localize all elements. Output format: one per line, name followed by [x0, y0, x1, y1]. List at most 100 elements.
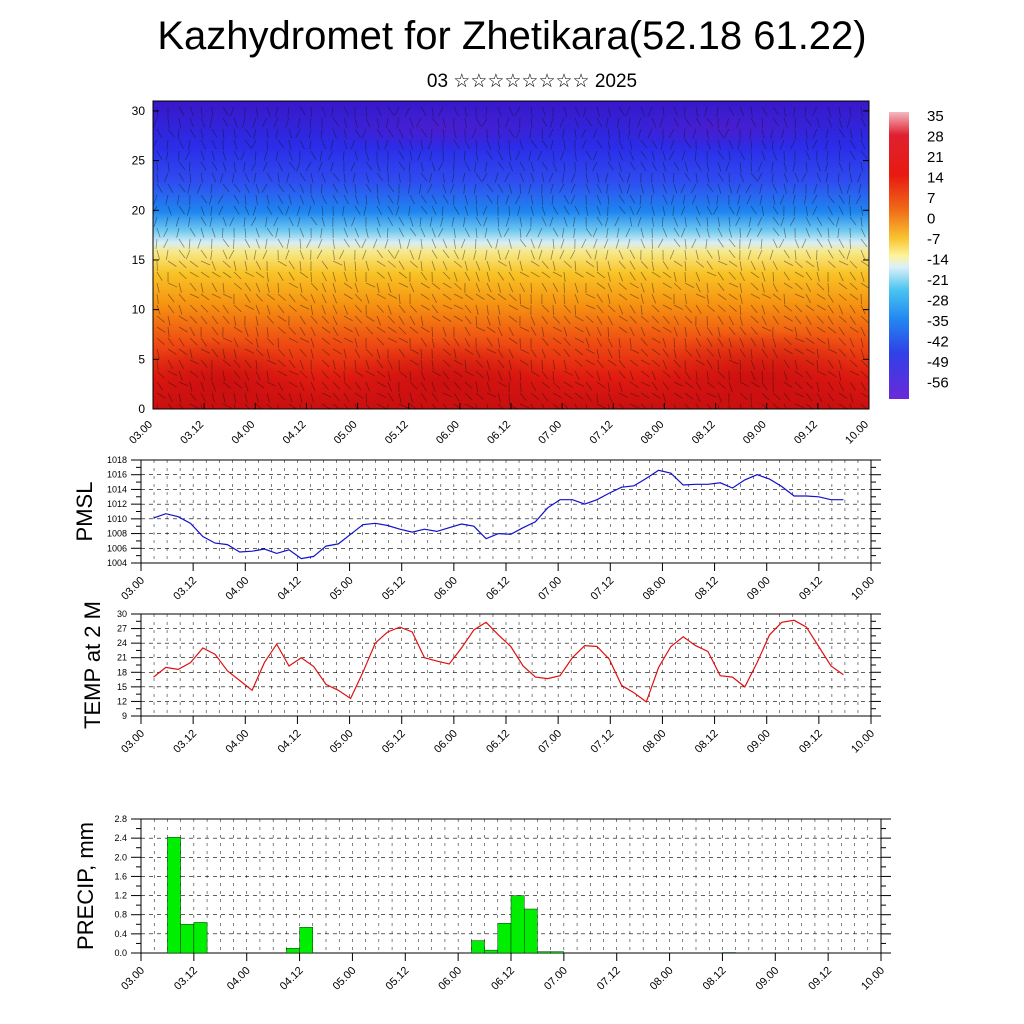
wind-barb: [684, 304, 692, 313]
colorbar-label: -21: [927, 272, 949, 289]
wind-barb: [288, 304, 297, 312]
wind-barb: [827, 249, 834, 259]
wind-barb: [541, 128, 544, 140]
wind-barb: [603, 238, 609, 249]
wind-barb: [618, 106, 625, 116]
wind-barb: [305, 161, 312, 171]
wind-barb: [618, 359, 626, 369]
wind-barb: [838, 337, 846, 346]
wind-barb: [178, 249, 186, 259]
wind-barb: [376, 293, 386, 300]
wind-barb: [222, 183, 230, 193]
wind-barb: [761, 139, 767, 150]
wind-barb: [250, 216, 257, 227]
wind-barb: [849, 359, 858, 368]
wind-barb: [849, 139, 856, 149]
wind-barb: [695, 359, 705, 366]
wind-barb: [849, 205, 851, 217]
wind-barb: [783, 106, 787, 117]
wind-barb: [618, 403, 625, 409]
wind-barb: [189, 227, 196, 237]
wind-barb: [552, 260, 556, 271]
colorbar-label: 14: [927, 170, 944, 187]
wind-barb: [266, 370, 270, 381]
wind-barb: [772, 106, 780, 116]
wind-barb: [343, 293, 353, 300]
wind-barb: [794, 260, 803, 268]
wind-barb: [376, 194, 380, 205]
wind-barb: [233, 271, 242, 280]
wind-barb: [771, 172, 774, 184]
wind-barb: [233, 315, 237, 326]
wind-barb: [717, 348, 721, 359]
x-tick-label: 06.12: [484, 728, 512, 756]
wind-barb: [153, 216, 158, 227]
wind-barb: [717, 183, 722, 194]
wind-barb: [428, 172, 433, 183]
wind-barb: [376, 271, 385, 279]
wind-barb: [211, 106, 214, 118]
wind-barb: [464, 392, 473, 401]
wind-barb: [189, 337, 198, 346]
wind-barb: [244, 238, 251, 248]
wind-barb: [629, 282, 639, 289]
wind-barb: [704, 106, 708, 117]
wind-barb: [585, 260, 595, 268]
y-tick-label: 1010: [107, 514, 127, 524]
wind-barb: [296, 161, 301, 172]
wind-barb: [189, 293, 200, 299]
wind-barb: [761, 282, 765, 293]
wind-barb: [615, 238, 620, 249]
wind-barb: [387, 128, 394, 138]
wind-barb: [453, 370, 463, 378]
wind-barb: [563, 161, 566, 173]
wind-barb: [627, 128, 631, 139]
wind-barb: [376, 403, 387, 409]
wind-barb: [519, 282, 526, 293]
wind-barb: [165, 194, 169, 205]
wind-barb: [618, 249, 624, 260]
wind-barb: [332, 381, 341, 390]
wind-barb: [736, 205, 741, 216]
wind-barb: [453, 238, 456, 249]
wind-barb: [706, 348, 715, 357]
wind-barb: [178, 337, 185, 347]
wind-barb: [860, 205, 864, 216]
wind-barb: [156, 106, 159, 117]
wind-barb: [484, 227, 488, 238]
wind-barb: [574, 392, 584, 400]
wind-barb: [849, 238, 851, 250]
precip-bar: [524, 908, 538, 954]
wind-barb: [167, 183, 174, 193]
wind-barb: [277, 238, 284, 248]
wind-barb: [789, 216, 796, 226]
wind-barb: [354, 227, 360, 238]
wind-barb: [398, 271, 408, 279]
wind-barb: [420, 260, 423, 271]
wind-barb: [695, 117, 702, 127]
y-axis-label: PRECIP, mm: [73, 822, 98, 950]
wind-barb: [486, 337, 493, 347]
wind-barb: [307, 205, 312, 216]
wind-barb: [486, 370, 490, 381]
wind-barb: [321, 337, 330, 345]
wind-barb: [838, 183, 843, 194]
wind-barb: [650, 194, 653, 205]
wind-barb: [398, 238, 402, 249]
wind-barb: [277, 381, 284, 391]
wind-barb: [585, 348, 596, 355]
wind-barb: [541, 106, 547, 117]
wind-barb: [838, 348, 846, 357]
wind-barb: [365, 315, 375, 322]
wind-barb: [318, 161, 323, 172]
wind-barb: [640, 381, 651, 387]
wind-barb: [265, 238, 268, 249]
wind-barb: [783, 326, 794, 332]
wind-barb: [166, 139, 169, 150]
wind-barb: [717, 282, 725, 292]
wind-barb: [442, 128, 445, 139]
wind-barb: [530, 392, 539, 400]
wind-barb: [629, 304, 636, 314]
wind-barb: [453, 249, 459, 260]
